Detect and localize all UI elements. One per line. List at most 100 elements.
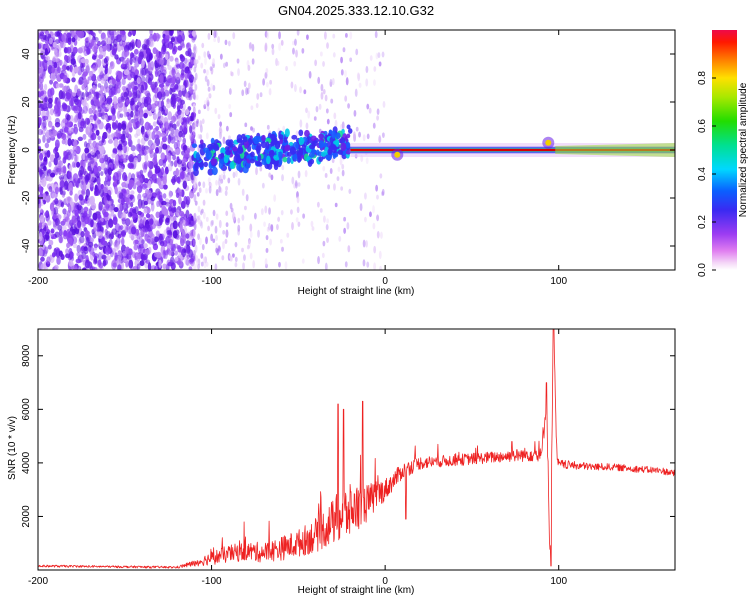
spectrogram-noise-speck: [152, 112, 158, 121]
spectrogram-noise-speck: [379, 265, 382, 270]
spectrogram-noise-speck: [38, 128, 44, 136]
spectrogram-noise-speck: [143, 160, 148, 170]
spectrogram-noise-speck: [90, 219, 94, 228]
spectrogram-noise-speck: [268, 222, 271, 231]
spectrogram-noise-speck: [38, 82, 41, 89]
spectrogram-noise-speck: [86, 47, 92, 55]
spectrogram-noise-speck: [209, 182, 213, 188]
spectrogram-noise-speck: [319, 51, 323, 57]
spectrogram-noise-speck: [374, 30, 378, 39]
spectrogram-noise-speck: [57, 224, 63, 231]
spectrogram-noise-speck: [42, 74, 46, 79]
spectrogram-noise-speck: [148, 168, 152, 177]
spectrogram-noise-speck: [53, 166, 59, 176]
spectrogram-noise-speck: [124, 174, 128, 182]
spectrogram-y-ticks: -40 -20 0 20 40: [21, 48, 675, 253]
spectrogram-noise-speck: [102, 45, 108, 52]
spectrogram-noise-speck: [157, 34, 161, 39]
spectrogram-noise-speck: [253, 212, 257, 220]
spectrogram-noise-speck: [376, 108, 380, 116]
spectrogram-noise-speck: [244, 205, 247, 211]
spectrogram-noise-speck: [111, 152, 116, 159]
spectrogram-noise-speck: [85, 102, 89, 112]
spectrogram-tone-blob: [308, 144, 316, 150]
spectrogram-noise-speck: [326, 218, 330, 224]
spectrogram-noise-speck: [356, 72, 360, 80]
spectrogram-noise-speck: [50, 72, 56, 81]
spectrogram-noise-speck: [207, 225, 210, 232]
spectrogram-noise-speck: [133, 244, 139, 251]
spectrogram-noise-speck: [103, 211, 109, 218]
spectrogram-noise-speck: [165, 217, 170, 223]
spectrogram-noise-speck: [192, 106, 196, 114]
snr-y-ticks: 2000 4000 6000 8000: [21, 344, 675, 528]
spectrogram-noise-speck: [103, 180, 108, 186]
spectrogram-noise-speck: [286, 232, 290, 238]
spectrogram-noise-speck: [44, 142, 50, 149]
spectrogram-tone-blob: [198, 144, 204, 149]
spectrogram-noise-speck: [54, 186, 59, 195]
spectrogram-noise-speck: [128, 42, 134, 51]
spectrogram-noise-speck: [347, 245, 351, 253]
spectrogram-noise-speck: [90, 142, 94, 150]
spectrogram-noise-speck: [195, 255, 199, 263]
spectrogram-noise-speck: [185, 50, 190, 57]
spectrogram-noise-speck: [340, 69, 344, 76]
spectrogram-noise-speck: [71, 77, 76, 83]
spectrogram-noise-speck: [316, 201, 320, 208]
spectrogram-noise-speck: [179, 237, 185, 247]
spectrogram-noise-speck: [203, 104, 207, 110]
spectrogram-noise-speck: [81, 98, 87, 107]
spectrogram-noise-speck: [93, 253, 99, 259]
spectrogram-noise-speck: [57, 159, 62, 167]
spectrogram-noise-speck: [225, 185, 228, 191]
spectrogram-noise-speck: [154, 100, 160, 107]
spectrogram-noise-speck: [172, 220, 178, 230]
spectrogram-noise-speck: [174, 250, 178, 256]
spectrogram-noise-speck: [116, 34, 122, 43]
spectrogram-noise-speck: [38, 207, 43, 213]
spectrogram-noise-speck: [193, 176, 197, 184]
spectrogram-noise-speck: [241, 214, 245, 221]
spectrogram-noise-speck: [154, 134, 160, 140]
colorbar: 0.0 0.2 0.4 0.6 0.8 Normalized spectral ampl…: [697, 30, 749, 277]
spectrogram-noise-speck: [68, 259, 74, 267]
spectrogram-noise-speck: [176, 101, 181, 110]
spectrogram-noise-speck: [178, 196, 182, 205]
spectrogram-tone-blob: [345, 150, 351, 155]
spectrogram-tone-blob: [270, 159, 275, 165]
spectrogram-noise-speck: [161, 205, 167, 215]
spectrogram-noise-speck: [94, 245, 98, 251]
spectrogram-noise-speck: [96, 165, 102, 172]
spectrogram-noise-speck: [52, 214, 58, 220]
spectrogram-tone-blob: [348, 128, 353, 134]
spectrogram-tone-blob: [315, 149, 320, 156]
spectrogram-noise-speck: [326, 42, 329, 49]
spectrogram-image: [38, 30, 675, 270]
spectrogram-noise-speck: [349, 31, 353, 40]
spectrogram-noise-speck: [149, 149, 154, 159]
spectrogram-noise-speck: [183, 62, 188, 68]
spectrogram-noise-speck: [139, 48, 144, 58]
spectrogram-noise-speck: [159, 115, 164, 121]
spectrogram-noise-speck: [68, 170, 73, 180]
spectrogram-noise-speck: [158, 259, 162, 269]
spectrogram-y-tick-label: -40: [21, 238, 32, 253]
spectrogram-noise-speck: [193, 46, 196, 53]
spectrogram-noise-speck: [85, 117, 89, 123]
spectrogram-noise-speck: [325, 224, 329, 231]
spectrogram-noise-speck: [89, 236, 95, 243]
spectrogram-noise-speck: [47, 244, 52, 250]
spectrogram-noise-speck: [208, 93, 212, 98]
spectrogram-noise-speck: [122, 107, 128, 113]
spectrogram-noise-speck: [61, 33, 67, 42]
spectrogram-noise-speck: [134, 109, 140, 117]
spectrogram-noise-speck: [249, 223, 253, 232]
spectrogram-noise-speck: [264, 72, 267, 80]
spectrogram-noise-speck: [38, 158, 42, 168]
spectrogram-noise-speck: [90, 150, 95, 156]
spectrogram-carrier-spread: [555, 143, 675, 157]
spectrogram-noise-speck: [166, 230, 172, 235]
spectrogram-noise-speck: [167, 65, 172, 71]
spectrogram-noise-speck: [299, 86, 302, 94]
